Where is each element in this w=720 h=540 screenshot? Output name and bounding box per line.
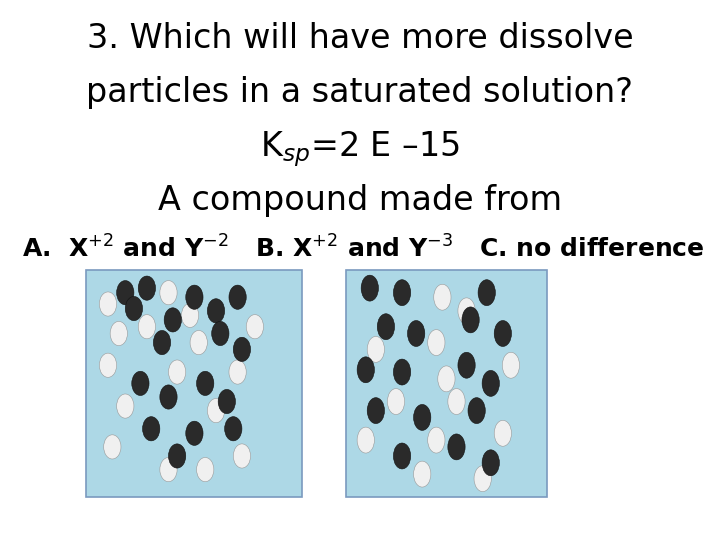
- Ellipse shape: [448, 434, 465, 460]
- Ellipse shape: [474, 465, 491, 491]
- Ellipse shape: [233, 444, 251, 468]
- Ellipse shape: [433, 284, 451, 310]
- Ellipse shape: [99, 292, 117, 316]
- Ellipse shape: [207, 399, 225, 423]
- Ellipse shape: [99, 353, 117, 377]
- Ellipse shape: [160, 457, 177, 482]
- Ellipse shape: [186, 285, 203, 309]
- Ellipse shape: [225, 417, 242, 441]
- Ellipse shape: [229, 285, 246, 309]
- Ellipse shape: [393, 280, 410, 306]
- Ellipse shape: [117, 394, 134, 418]
- Ellipse shape: [168, 360, 186, 384]
- Ellipse shape: [125, 296, 143, 321]
- Ellipse shape: [197, 457, 214, 482]
- Ellipse shape: [357, 357, 374, 383]
- Ellipse shape: [367, 397, 384, 423]
- Ellipse shape: [393, 359, 410, 385]
- Ellipse shape: [438, 366, 455, 392]
- Text: A.  X$^{+2}$ and Y$^{-2}$   B. X$^{+2}$ and Y$^{-3}$   C. no difference: A. X$^{+2}$ and Y$^{-2}$ B. X$^{+2}$ and…: [22, 235, 704, 262]
- Ellipse shape: [408, 321, 425, 347]
- Ellipse shape: [458, 352, 475, 378]
- Ellipse shape: [428, 427, 445, 453]
- Ellipse shape: [448, 389, 465, 415]
- Ellipse shape: [367, 336, 384, 362]
- Ellipse shape: [181, 303, 199, 327]
- Ellipse shape: [458, 298, 475, 324]
- Ellipse shape: [138, 315, 156, 339]
- Ellipse shape: [503, 352, 520, 378]
- Ellipse shape: [160, 385, 177, 409]
- Ellipse shape: [212, 321, 229, 346]
- Ellipse shape: [413, 404, 431, 430]
- Ellipse shape: [153, 330, 171, 355]
- Ellipse shape: [218, 389, 235, 414]
- Ellipse shape: [143, 417, 160, 441]
- Ellipse shape: [233, 338, 251, 361]
- Ellipse shape: [413, 461, 431, 487]
- Ellipse shape: [168, 444, 186, 468]
- Ellipse shape: [482, 450, 500, 476]
- Ellipse shape: [164, 308, 181, 332]
- Ellipse shape: [361, 275, 379, 301]
- Text: particles in a saturated solution?: particles in a saturated solution?: [86, 76, 634, 109]
- Ellipse shape: [160, 281, 177, 305]
- Ellipse shape: [494, 321, 511, 347]
- Ellipse shape: [468, 397, 485, 423]
- Ellipse shape: [246, 315, 264, 339]
- Bar: [346, 270, 547, 497]
- Ellipse shape: [357, 427, 374, 453]
- Ellipse shape: [110, 321, 127, 346]
- Ellipse shape: [387, 389, 405, 415]
- Ellipse shape: [117, 281, 134, 305]
- Ellipse shape: [494, 420, 511, 446]
- Ellipse shape: [229, 360, 246, 384]
- Text: K$_{sp}$=2 E –15: K$_{sp}$=2 E –15: [260, 130, 460, 170]
- Ellipse shape: [482, 370, 500, 396]
- Ellipse shape: [462, 307, 480, 333]
- Ellipse shape: [207, 299, 225, 323]
- Ellipse shape: [478, 280, 495, 306]
- Ellipse shape: [197, 372, 214, 395]
- Ellipse shape: [190, 330, 207, 355]
- Ellipse shape: [138, 276, 156, 300]
- Ellipse shape: [104, 435, 121, 459]
- Bar: [86, 270, 302, 497]
- Text: A compound made from: A compound made from: [158, 184, 562, 217]
- Ellipse shape: [377, 314, 395, 340]
- Text: 3. Which will have more dissolve: 3. Which will have more dissolve: [86, 22, 634, 55]
- Ellipse shape: [428, 329, 445, 355]
- Ellipse shape: [393, 443, 410, 469]
- Ellipse shape: [132, 372, 149, 395]
- Ellipse shape: [186, 421, 203, 445]
